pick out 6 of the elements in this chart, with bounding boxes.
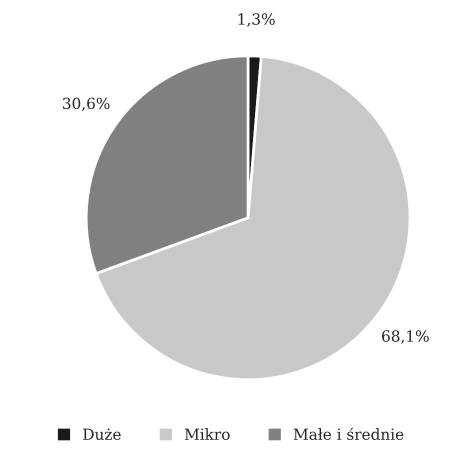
data-label: 1,3% bbox=[238, 13, 275, 27]
legend-label: Duże bbox=[83, 428, 121, 440]
legend-label: Mikro bbox=[184, 428, 230, 440]
data-label: 30,6% bbox=[63, 98, 110, 112]
data-label: 68,1% bbox=[382, 330, 429, 344]
legend-label: Małe i średnie bbox=[294, 428, 404, 440]
